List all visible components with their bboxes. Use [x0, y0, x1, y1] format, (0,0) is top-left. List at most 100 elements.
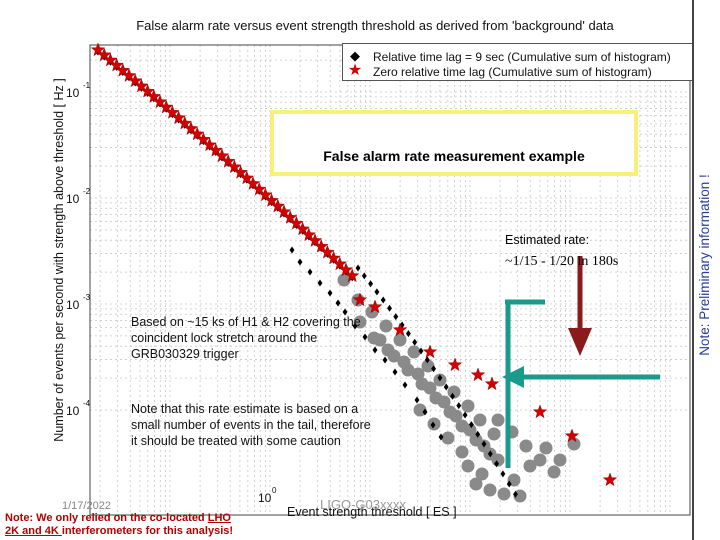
legend: ◆ Relative time lag = 9 sec (Cumulative …	[342, 43, 696, 81]
diamond-point	[475, 430, 481, 438]
star-point	[177, 115, 193, 130]
y-tick-label: 10	[66, 86, 80, 100]
diamond-point	[372, 346, 378, 354]
diamond-point	[297, 258, 303, 266]
diamond-point	[431, 365, 437, 373]
star-point	[295, 221, 310, 236]
diamond-point	[456, 402, 462, 410]
series-red-stars	[90, 42, 618, 487]
y-tick-exponent: -1	[83, 81, 91, 90]
star-marker-icon: ★	[347, 62, 363, 79]
circle-point	[539, 441, 553, 455]
star-point	[214, 148, 230, 163]
diamond-point	[374, 288, 380, 296]
star-point	[183, 121, 199, 135]
diamond-point	[387, 304, 392, 312]
diamond-point	[414, 396, 420, 404]
star-point	[258, 187, 273, 202]
annotation-arrows	[502, 256, 660, 468]
note-colocated-lho: LHO	[207, 512, 231, 524]
callout-text: False alarm rate measurement example	[323, 148, 585, 164]
x-tick-label: 10	[258, 491, 272, 505]
note-colocated-post: interferometers for this analysis!	[61, 525, 234, 537]
diamond-point	[443, 383, 449, 391]
circle-point	[487, 427, 501, 441]
circle-point	[475, 467, 489, 481]
diamond-point	[289, 246, 295, 254]
y-axis-ticks: 10-110-210-310-4	[66, 81, 91, 418]
star-point	[352, 292, 368, 307]
legend-row-star: ★ Zero relative time lag (Cumulative sum…	[343, 62, 695, 81]
diamond-point	[380, 296, 386, 304]
star-point	[270, 198, 286, 213]
diamond-point	[500, 470, 506, 478]
diamond-point	[352, 322, 358, 330]
diamond-point	[307, 268, 313, 276]
circle-point	[461, 459, 475, 473]
diamond-point	[437, 374, 443, 382]
circle-point	[497, 487, 511, 501]
circle-point	[523, 459, 537, 473]
circle-point	[519, 439, 533, 453]
star-point	[484, 376, 500, 391]
legend-label: Zero relative time lag (Cumulative sum o…	[373, 65, 652, 79]
x-axis-label: Event strength threshold [ ES ]	[287, 505, 457, 519]
y-tick-label: 10	[66, 298, 80, 312]
diamond-point	[361, 272, 367, 280]
circle-point	[441, 431, 455, 445]
diamond-point	[335, 299, 341, 307]
red-arrow-head	[568, 328, 592, 356]
diamond-point	[393, 313, 399, 321]
circle-point	[455, 445, 469, 459]
star-point	[602, 472, 618, 487]
diamond-point	[355, 264, 361, 272]
diamond-point	[342, 308, 348, 316]
circle-point	[553, 453, 567, 467]
star-point	[276, 204, 292, 219]
circle-point	[567, 437, 581, 451]
star-point	[208, 142, 224, 157]
note-colocated: Note: We only relied on the co-located L…	[5, 512, 270, 538]
star-point	[264, 193, 279, 207]
star-point	[338, 262, 354, 277]
diamond-point	[402, 381, 408, 389]
star-point	[332, 256, 348, 271]
star-point	[532, 404, 548, 419]
estimated-rate-label: Estimated rate:	[505, 233, 590, 247]
diamond-point	[430, 421, 436, 429]
diamond-point	[424, 356, 430, 364]
star-point	[233, 165, 248, 179]
note-caution: Note that this rate estimate is based on…	[131, 402, 371, 448]
star-point	[171, 110, 186, 125]
y-tick-exponent: -2	[83, 187, 91, 196]
diamond-point	[506, 480, 512, 488]
circle-point	[421, 359, 435, 373]
diamond-point	[382, 356, 388, 364]
diamond-point	[450, 392, 455, 400]
star-point	[282, 210, 298, 224]
circle-point	[367, 331, 381, 345]
diamond-point	[368, 280, 374, 288]
circle-point	[411, 367, 425, 381]
circle-point	[463, 423, 477, 437]
star-point	[239, 170, 255, 185]
callout-box: False alarm rate measurement example	[270, 110, 638, 176]
circle-point	[379, 319, 393, 333]
diamond-point	[438, 433, 444, 441]
diamond-point	[412, 338, 418, 346]
diamond-point	[422, 408, 428, 416]
x-tick-exponent: 0	[272, 486, 277, 495]
star-point	[367, 299, 383, 314]
sidebar-text: Note: Preliminary information !	[697, 174, 712, 356]
diamond-point	[468, 421, 474, 429]
preliminary-sidebar: Note: Preliminary information !	[692, 0, 720, 540]
star-point	[326, 250, 341, 265]
circle-point	[473, 413, 487, 427]
star-point	[196, 132, 211, 146]
x-axis-ticks: 100	[258, 486, 277, 505]
grid-lines	[90, 45, 690, 515]
circle-point	[423, 381, 437, 395]
circle-point	[407, 345, 421, 359]
star-point	[245, 176, 261, 190]
